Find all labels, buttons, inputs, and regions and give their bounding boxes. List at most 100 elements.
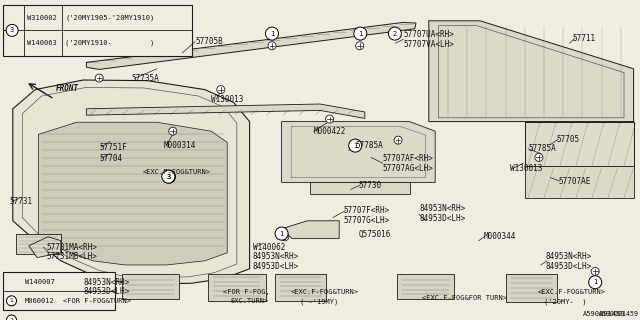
Polygon shape — [86, 104, 365, 118]
Text: 57731MB<LH>: 57731MB<LH> — [47, 252, 97, 261]
Text: 84953D<LH>: 84953D<LH> — [253, 262, 299, 271]
Text: <EXC.F-FOG&TURN>: <EXC.F-FOG&TURN> — [143, 169, 211, 175]
Text: 1: 1 — [358, 31, 362, 36]
Circle shape — [266, 27, 278, 40]
Text: 57731: 57731 — [10, 197, 33, 206]
Circle shape — [163, 170, 175, 183]
Polygon shape — [29, 237, 61, 258]
Circle shape — [6, 315, 17, 320]
Circle shape — [354, 27, 367, 40]
Circle shape — [388, 27, 401, 40]
Text: ( -'19MY): ( -'19MY) — [300, 298, 338, 305]
Circle shape — [591, 268, 599, 275]
Text: <EXC.F-FOG&TURN>: <EXC.F-FOG&TURN> — [538, 289, 605, 295]
Polygon shape — [525, 166, 634, 198]
Text: 3: 3 — [167, 174, 171, 180]
Circle shape — [535, 153, 543, 161]
Polygon shape — [16, 234, 61, 254]
Text: <EXC.F-FOG&FOR TURN>: <EXC.F-FOG&FOR TURN> — [422, 295, 508, 301]
Text: W310002: W310002 — [27, 15, 56, 20]
Text: 57735A: 57735A — [131, 74, 159, 83]
Text: 3: 3 — [10, 28, 14, 33]
Text: 57704: 57704 — [99, 154, 122, 163]
Text: 57707F<RH>: 57707F<RH> — [344, 206, 390, 215]
Text: ('20MY1905-'20MY1910): ('20MY1905-'20MY1910) — [65, 14, 154, 21]
Polygon shape — [86, 22, 416, 69]
Text: 1: 1 — [10, 298, 13, 303]
Text: Q575016: Q575016 — [358, 230, 391, 239]
Text: FRONT: FRONT — [56, 84, 79, 93]
Circle shape — [275, 227, 288, 240]
Text: 1: 1 — [593, 279, 597, 285]
Text: W140063: W140063 — [27, 40, 56, 46]
Polygon shape — [429, 21, 634, 122]
Bar — [3, 272, 115, 310]
Text: 1: 1 — [280, 231, 284, 236]
Text: M000314: M000314 — [163, 141, 196, 150]
Circle shape — [356, 42, 364, 50]
Text: M000344: M000344 — [483, 232, 516, 241]
Text: <EXC.F-FOG&TURN>: <EXC.F-FOG&TURN> — [291, 289, 359, 295]
Circle shape — [95, 74, 103, 82]
Text: 84953N<RH>: 84953N<RH> — [253, 252, 299, 261]
Text: A590001459: A590001459 — [599, 311, 639, 317]
Polygon shape — [13, 80, 250, 284]
Text: 57785A: 57785A — [355, 141, 383, 150]
Text: EXC.TURN>: EXC.TURN> — [230, 299, 269, 304]
Text: 84953N<RH>: 84953N<RH> — [546, 252, 592, 261]
Text: 84953D<LH>: 84953D<LH> — [83, 287, 129, 296]
Circle shape — [268, 42, 276, 50]
Circle shape — [394, 136, 402, 144]
Polygon shape — [38, 122, 227, 265]
Text: 57711: 57711 — [573, 34, 596, 43]
Text: W130013: W130013 — [510, 164, 543, 173]
Bar — [3, 5, 192, 56]
Text: <FOR F-FOG&TURN>: <FOR F-FOG&TURN> — [63, 299, 131, 304]
Text: ('20MY-  ): ('20MY- ) — [544, 298, 586, 305]
Circle shape — [6, 24, 18, 36]
Polygon shape — [275, 274, 326, 301]
Circle shape — [281, 233, 289, 241]
Text: A590001459: A590001459 — [582, 311, 625, 317]
Circle shape — [6, 296, 17, 306]
Text: M060012: M060012 — [25, 298, 55, 304]
Circle shape — [162, 170, 175, 183]
Text: 84953D<LH>: 84953D<LH> — [546, 262, 592, 271]
Text: 84953N<RH>: 84953N<RH> — [83, 278, 129, 287]
Text: W140062: W140062 — [253, 243, 285, 252]
Text: 2: 2 — [393, 31, 397, 36]
Text: 84953D<LH>: 84953D<LH> — [419, 214, 465, 223]
Circle shape — [217, 86, 225, 93]
Circle shape — [349, 139, 362, 152]
Text: 1: 1 — [353, 143, 357, 148]
Text: 57707AG<LH>: 57707AG<LH> — [383, 164, 433, 173]
Text: <FOR F-FOG,: <FOR F-FOG, — [223, 289, 269, 295]
Text: 57705: 57705 — [557, 135, 580, 144]
Text: 57751F: 57751F — [99, 143, 127, 152]
Circle shape — [589, 276, 602, 289]
Text: M000422: M000422 — [314, 127, 346, 136]
Polygon shape — [282, 122, 435, 182]
Polygon shape — [397, 274, 454, 299]
Text: 57707VA<LH>: 57707VA<LH> — [403, 40, 454, 49]
Text: 57731MA<RH>: 57731MA<RH> — [47, 243, 97, 252]
Polygon shape — [208, 274, 266, 301]
Text: 57785A: 57785A — [528, 144, 556, 153]
Text: W140007: W140007 — [25, 279, 55, 284]
Text: 84953N<RH>: 84953N<RH> — [419, 204, 465, 213]
Circle shape — [169, 127, 177, 135]
Text: 2: 2 — [10, 317, 13, 320]
Text: 1: 1 — [270, 31, 274, 36]
Polygon shape — [506, 274, 557, 302]
Text: 57707UA<RH>: 57707UA<RH> — [403, 30, 454, 39]
Polygon shape — [525, 122, 634, 166]
Text: 57707AF<RH>: 57707AF<RH> — [383, 154, 433, 163]
Text: W130013: W130013 — [211, 95, 244, 104]
Polygon shape — [282, 221, 339, 238]
Polygon shape — [310, 182, 410, 194]
Text: 3: 3 — [166, 174, 170, 180]
Circle shape — [326, 115, 333, 123]
Text: 57730: 57730 — [358, 181, 381, 190]
Text: 57705B: 57705B — [195, 37, 223, 46]
Text: 57707G<LH>: 57707G<LH> — [344, 216, 390, 225]
